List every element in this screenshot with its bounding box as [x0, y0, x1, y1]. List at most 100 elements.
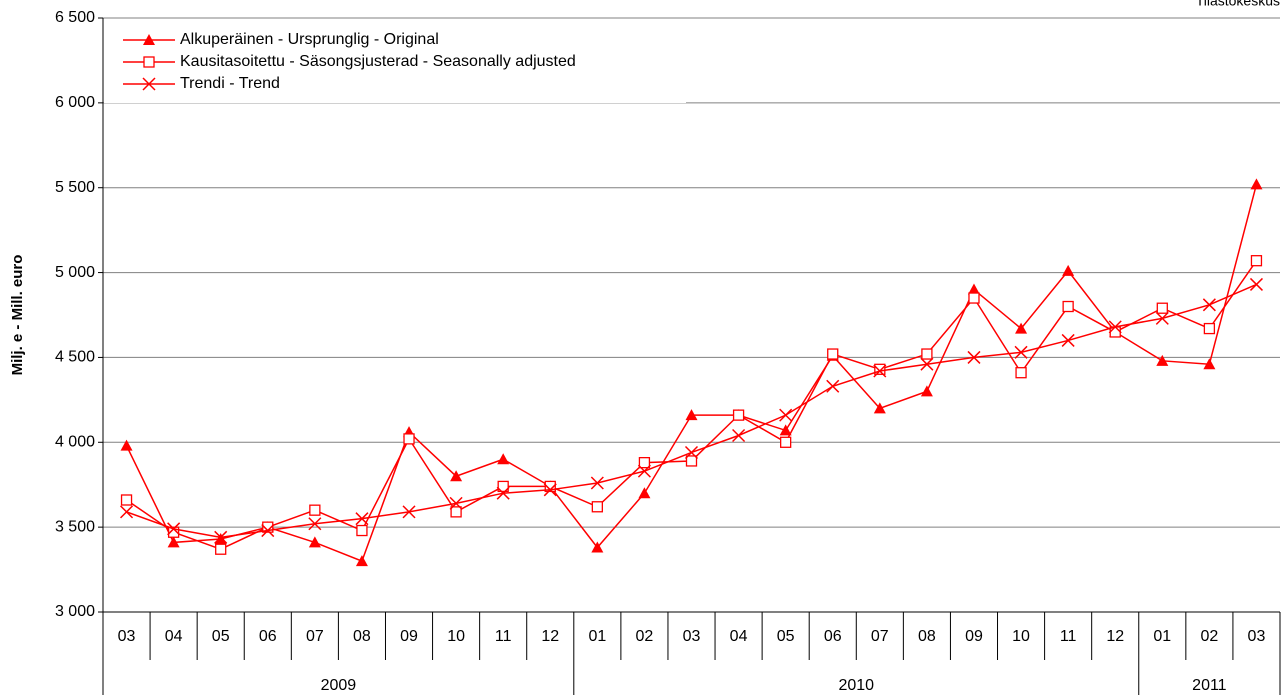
legend-marker — [143, 56, 155, 68]
legend-label: Trendi - Trend — [180, 75, 280, 92]
marker — [497, 453, 510, 465]
x-tick-label: 05 — [212, 628, 230, 645]
marker — [355, 555, 368, 567]
x-tick-label: 02 — [1200, 628, 1218, 645]
marker — [120, 505, 134, 519]
marker — [638, 457, 651, 469]
x-tick-label: 01 — [588, 628, 606, 645]
marker — [590, 476, 604, 490]
x-tick-label: 01 — [1153, 628, 1171, 645]
y-axis-label: Milj. e - Mill. euro — [9, 255, 26, 376]
x-tick-label: 12 — [1106, 628, 1124, 645]
marker — [308, 536, 321, 548]
marker — [921, 348, 933, 360]
marker — [1015, 322, 1028, 334]
x-tick-label: 03 — [118, 628, 136, 645]
marker — [497, 480, 509, 493]
y-tick-label: 3 500 — [55, 518, 95, 535]
marker — [968, 292, 980, 304]
marker — [637, 464, 651, 478]
marker — [826, 379, 840, 393]
x-tick-label: 04 — [730, 628, 748, 645]
marker — [1014, 345, 1028, 359]
marker — [873, 402, 886, 414]
marker — [1015, 367, 1027, 379]
marker — [873, 364, 887, 378]
x-tick-label: 08 — [918, 628, 936, 645]
marker — [685, 409, 698, 421]
marker — [1155, 311, 1169, 325]
series-line — [125, 184, 1258, 563]
marker — [261, 524, 275, 538]
marker — [1156, 354, 1169, 366]
marker — [167, 536, 180, 548]
year-label: 2010 — [838, 677, 874, 694]
x-tick-label: 07 — [306, 628, 324, 645]
marker — [1203, 358, 1216, 370]
y-tick-label: 4 500 — [55, 349, 95, 366]
marker — [591, 501, 603, 513]
marker — [780, 436, 792, 448]
marker — [402, 505, 416, 519]
y-tick-label: 6 000 — [55, 94, 95, 111]
x-tick-label: 06 — [824, 628, 842, 645]
y-tick-label: 3 000 — [55, 603, 95, 620]
marker — [1062, 264, 1075, 276]
marker — [591, 541, 604, 553]
x-tick-label: 08 — [353, 628, 371, 645]
legend-label: Kausitasoitettu - Säsongsjusterad - Seas… — [180, 53, 576, 70]
marker — [1250, 178, 1263, 190]
legend: Alkuperäinen - Ursprunglig - Original Kau… — [104, 19, 686, 103]
x-tick-label: 10 — [1012, 628, 1030, 645]
marker — [214, 530, 228, 544]
x-tick-label: 09 — [965, 628, 983, 645]
marker — [450, 470, 463, 482]
marker — [1062, 300, 1074, 313]
marker — [779, 408, 793, 422]
marker — [1156, 302, 1168, 314]
x-tick-label: 04 — [165, 628, 183, 645]
legend-label: Alkuperäinen - Ursprunglig - Original — [180, 31, 439, 48]
x-tick-label: 10 — [447, 628, 465, 645]
series-line — [126, 260, 1258, 551]
y-tick-label: 6 500 — [55, 9, 95, 26]
marker — [450, 506, 462, 518]
legend-box — [104, 19, 686, 103]
x-tick-label: 07 — [871, 628, 889, 645]
marker — [1250, 255, 1263, 267]
x-tick-label: 11 — [1060, 628, 1077, 645]
x-tick-label: 02 — [636, 628, 654, 645]
marker — [732, 409, 745, 421]
y-tick-label: 5 500 — [55, 179, 95, 196]
y-tick-label: 5 000 — [55, 264, 95, 281]
marker — [1203, 322, 1216, 335]
marker — [403, 433, 415, 445]
legend-marker — [142, 77, 156, 91]
marker — [449, 496, 463, 510]
marker — [262, 521, 274, 533]
y-tick-label: 4 000 — [55, 434, 95, 451]
x-tick-label: 05 — [777, 628, 795, 645]
x-tick-label: 03 — [683, 628, 701, 645]
x-tick-label: 06 — [259, 628, 277, 645]
marker — [827, 348, 839, 360]
marker — [308, 517, 322, 531]
marker — [967, 350, 981, 364]
marker — [920, 385, 933, 397]
marker — [543, 483, 557, 497]
marker — [544, 480, 556, 493]
x-tick-label: 12 — [541, 628, 559, 645]
x-tick-label: 11 — [495, 628, 512, 645]
marker — [355, 512, 369, 526]
x-tick-label: 09 — [400, 628, 418, 645]
marker — [1108, 320, 1122, 334]
marker — [684, 445, 699, 459]
marker — [1061, 333, 1075, 347]
year-label: 2009 — [321, 677, 357, 694]
marker — [120, 494, 133, 506]
marker — [356, 524, 368, 537]
marker — [1249, 277, 1263, 291]
marker — [167, 522, 181, 536]
year-label: 2011 — [1192, 677, 1227, 694]
